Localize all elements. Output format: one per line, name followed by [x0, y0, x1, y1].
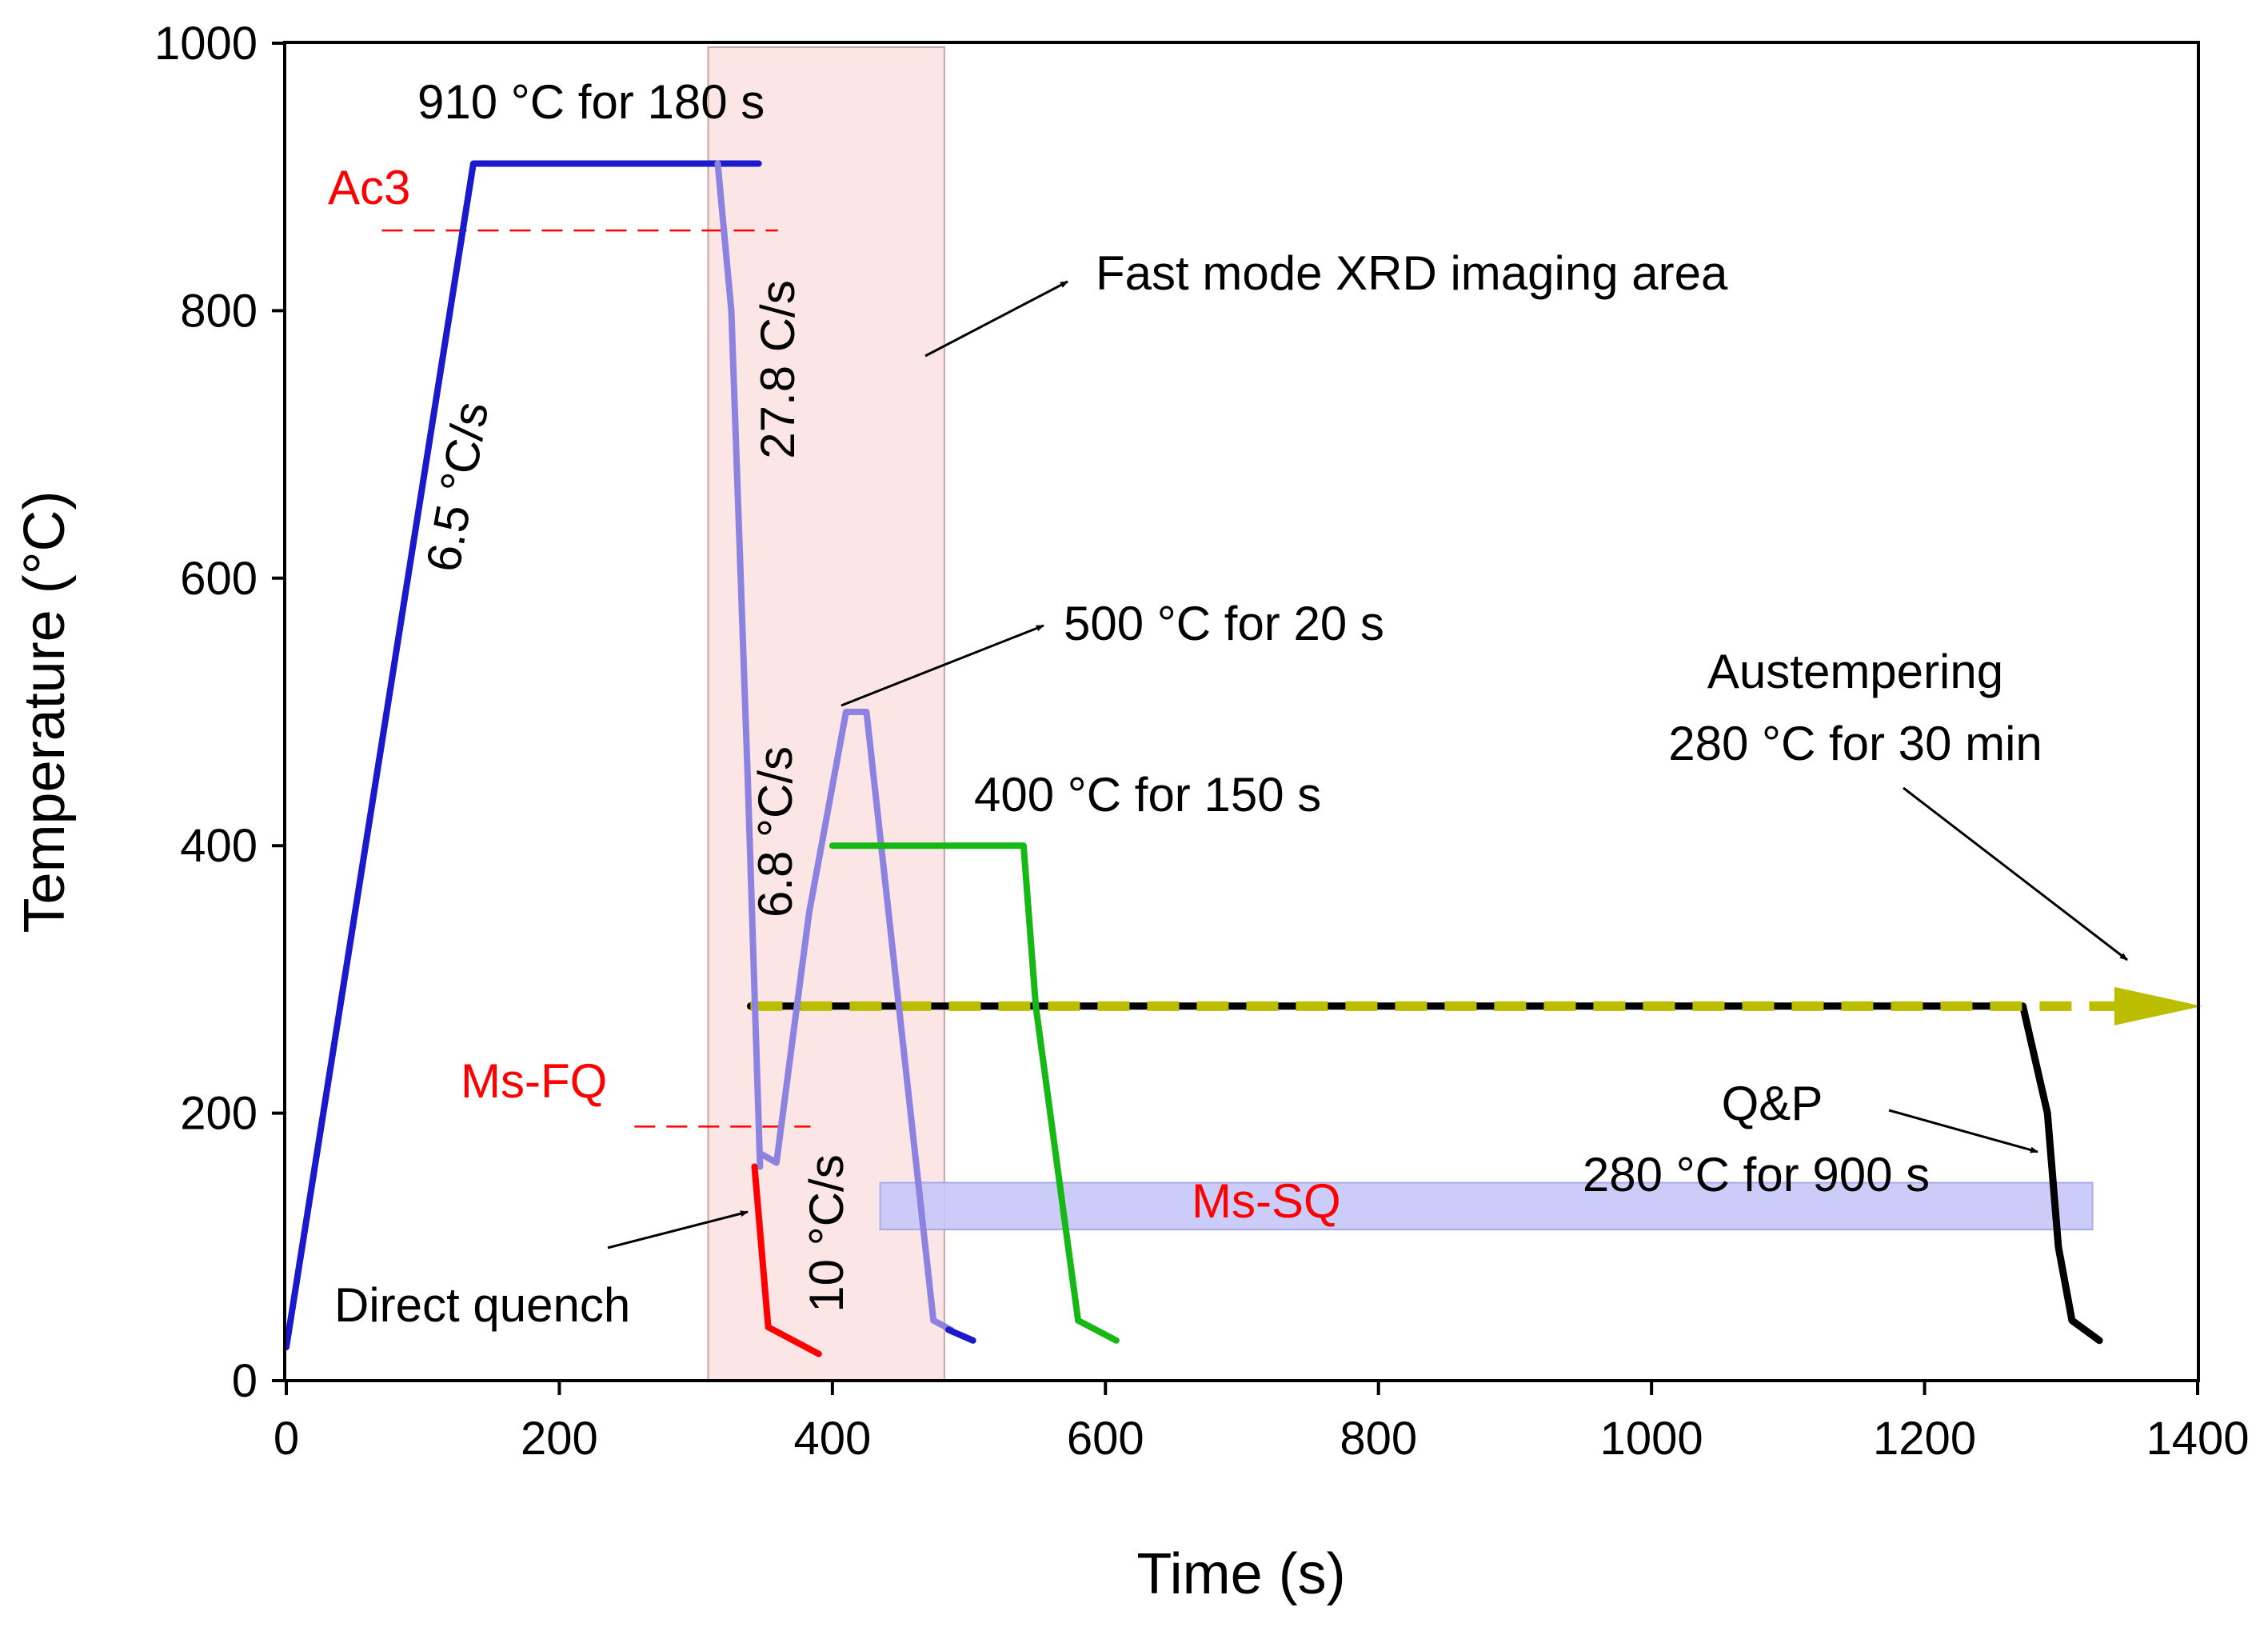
- y-tick-label: 400: [180, 820, 258, 872]
- x-tick-label: 1200: [1873, 1413, 1976, 1465]
- series-isothermal-400-c-for-150-s: [829, 842, 1120, 1344]
- hold-500-arrow: [841, 624, 1044, 707]
- y-tick-label: 1000: [154, 18, 258, 70]
- xrd-area-label: Fast mode XRD imaging area: [1096, 246, 1728, 300]
- x-tick-label: 600: [1067, 1413, 1144, 1465]
- qp-title: Q&P: [1722, 1077, 1823, 1130]
- plot-frame: [283, 41, 2200, 1382]
- austempering-arrow: [1903, 786, 2128, 961]
- cooling-rate-label: 27.8 C/s: [751, 280, 805, 458]
- x-axis-title: Time (s): [1136, 1542, 1345, 1606]
- y-tick-label: 0: [232, 1355, 258, 1407]
- direct-quench-arrow: [607, 1210, 749, 1249]
- series-group: [283, 160, 2202, 1357]
- x-tick-label: 1400: [2146, 1413, 2249, 1465]
- heating-rate-label: 6.5 °C/s: [416, 398, 498, 575]
- xrd-area-arrow: [924, 280, 1068, 358]
- austempering-title: Austempering: [1707, 645, 2003, 698]
- ms-sq-label: Ms-SQ: [1192, 1174, 1341, 1228]
- x-tick-label: 1000: [1600, 1413, 1703, 1465]
- y-tick-label: 200: [180, 1088, 258, 1140]
- austempering-detail: 280 °C for 30 min: [1668, 717, 2042, 770]
- reheat-rate-label: 6.8 °C/s: [749, 746, 802, 917]
- hold-500-label: 500 °C for 20 s: [1064, 597, 1384, 650]
- hold-910-label: 910 °C for 180 s: [417, 75, 765, 129]
- region-ms-sq: [879, 1181, 2094, 1231]
- austempering-arrowhead: [2114, 986, 2202, 1025]
- series-direct-quench: [751, 1163, 822, 1357]
- y-tick-label: 600: [180, 553, 258, 605]
- x-tick-label: 0: [274, 1413, 299, 1465]
- series-cooling-27-8-c-s: [714, 160, 764, 1170]
- qp-arrow: [1888, 1109, 2038, 1153]
- ac3-label: Ac3: [328, 161, 410, 214]
- x-tick-label: 800: [1340, 1413, 1417, 1465]
- ms-fq-label: Ms-FQ: [461, 1054, 607, 1108]
- series-heating-and-austenitization: [283, 160, 762, 1351]
- axis-ticks: 0 200 400 600 800 1000 1200 1400 0 200 400 600 800 10…: [154, 18, 2250, 1465]
- y-tick-label: 800: [180, 285, 258, 337]
- hold-400-label: 400 °C for 150 s: [974, 768, 1321, 821]
- x-tick-label: 200: [521, 1413, 598, 1465]
- qp-detail: 280 °C for 900 s: [1583, 1148, 1930, 1201]
- series-reheat-500-c-20-s: [757, 709, 955, 1333]
- series-final-cooling-500-c-route: [945, 1326, 976, 1344]
- y-axis-title: Temperature (°C): [13, 491, 77, 933]
- direct-quench-label: Direct quench: [334, 1278, 630, 1332]
- quench-rate-label: 10 °C/s: [800, 1154, 853, 1312]
- x-tick-label: 400: [793, 1413, 871, 1465]
